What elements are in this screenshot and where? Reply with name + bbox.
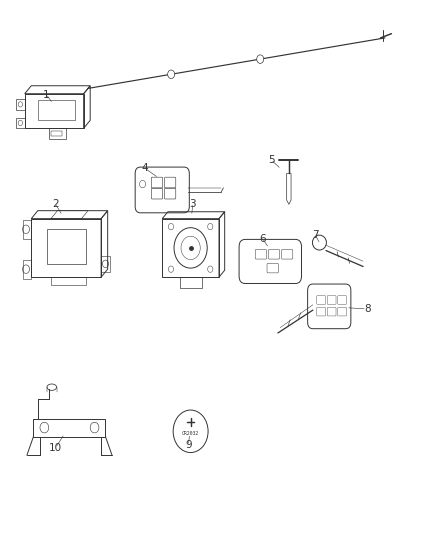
Circle shape (257, 55, 264, 63)
Circle shape (168, 70, 175, 78)
Text: 8: 8 (364, 304, 371, 314)
Text: 5: 5 (268, 155, 275, 165)
Text: 9: 9 (185, 440, 192, 450)
Text: 4: 4 (141, 163, 148, 173)
Text: 10: 10 (49, 443, 62, 453)
Text: 2: 2 (52, 199, 59, 209)
Text: 3: 3 (190, 199, 196, 209)
Text: 1: 1 (43, 90, 50, 100)
Text: 7: 7 (312, 230, 318, 240)
Text: CR2032: CR2032 (182, 431, 199, 437)
Text: 6: 6 (259, 234, 266, 244)
